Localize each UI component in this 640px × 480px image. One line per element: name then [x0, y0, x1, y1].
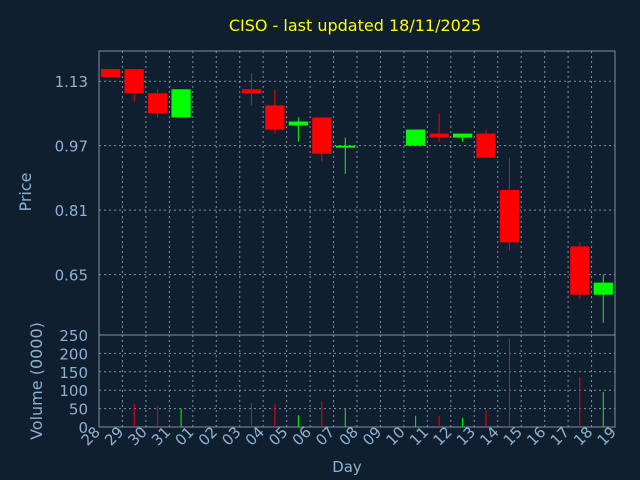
price-tick-label: 0.97: [55, 138, 88, 156]
volume-axis-label: Volume (0000): [27, 322, 46, 440]
candle-down: [148, 93, 168, 114]
candle-down: [101, 69, 121, 78]
candle-up: [171, 89, 191, 118]
volume-tick-label: 200: [59, 345, 88, 363]
candle-up: [288, 121, 308, 126]
price-tick-label: 0.81: [55, 202, 88, 220]
volume-tick-label: 100: [59, 382, 88, 400]
x-axis-label: Day: [332, 458, 362, 476]
price-grid: [99, 51, 615, 335]
candle-up: [335, 145, 355, 148]
candle-up: [406, 129, 426, 146]
volume-frame: [98, 334, 616, 428]
price-tick-labels: 1.13 0.97 0.81 0.65: [55, 73, 88, 284]
candle-down: [265, 105, 285, 130]
candle-up: [452, 133, 473, 138]
candle-down: [124, 69, 144, 94]
candle-down: [499, 189, 520, 243]
volume-tick-label: 250: [59, 327, 88, 345]
volume-panel-frame: [98, 334, 616, 428]
volume-bars: [133, 338, 604, 427]
candle-down: [241, 89, 262, 94]
price-tick-label: 1.13: [55, 73, 88, 91]
volume-tick-label: 0: [78, 419, 88, 437]
volume-tick-label: 50: [69, 401, 88, 419]
volume-tick-label: 150: [59, 364, 88, 382]
candle-down: [570, 246, 590, 295]
candle-up: [593, 282, 613, 295]
volume-grid: [99, 335, 615, 427]
chart-title: CISO - last updated 18/11/2025: [229, 16, 481, 35]
y-axis-label: Price: [16, 172, 35, 211]
x-tick-labels: 2829303101020304050607080910111213141516…: [78, 423, 620, 449]
candle-down: [476, 133, 496, 158]
candles: [101, 69, 613, 323]
price-tick-label: 0.65: [55, 267, 88, 285]
candle-down: [429, 133, 449, 138]
candle-down: [312, 117, 332, 154]
